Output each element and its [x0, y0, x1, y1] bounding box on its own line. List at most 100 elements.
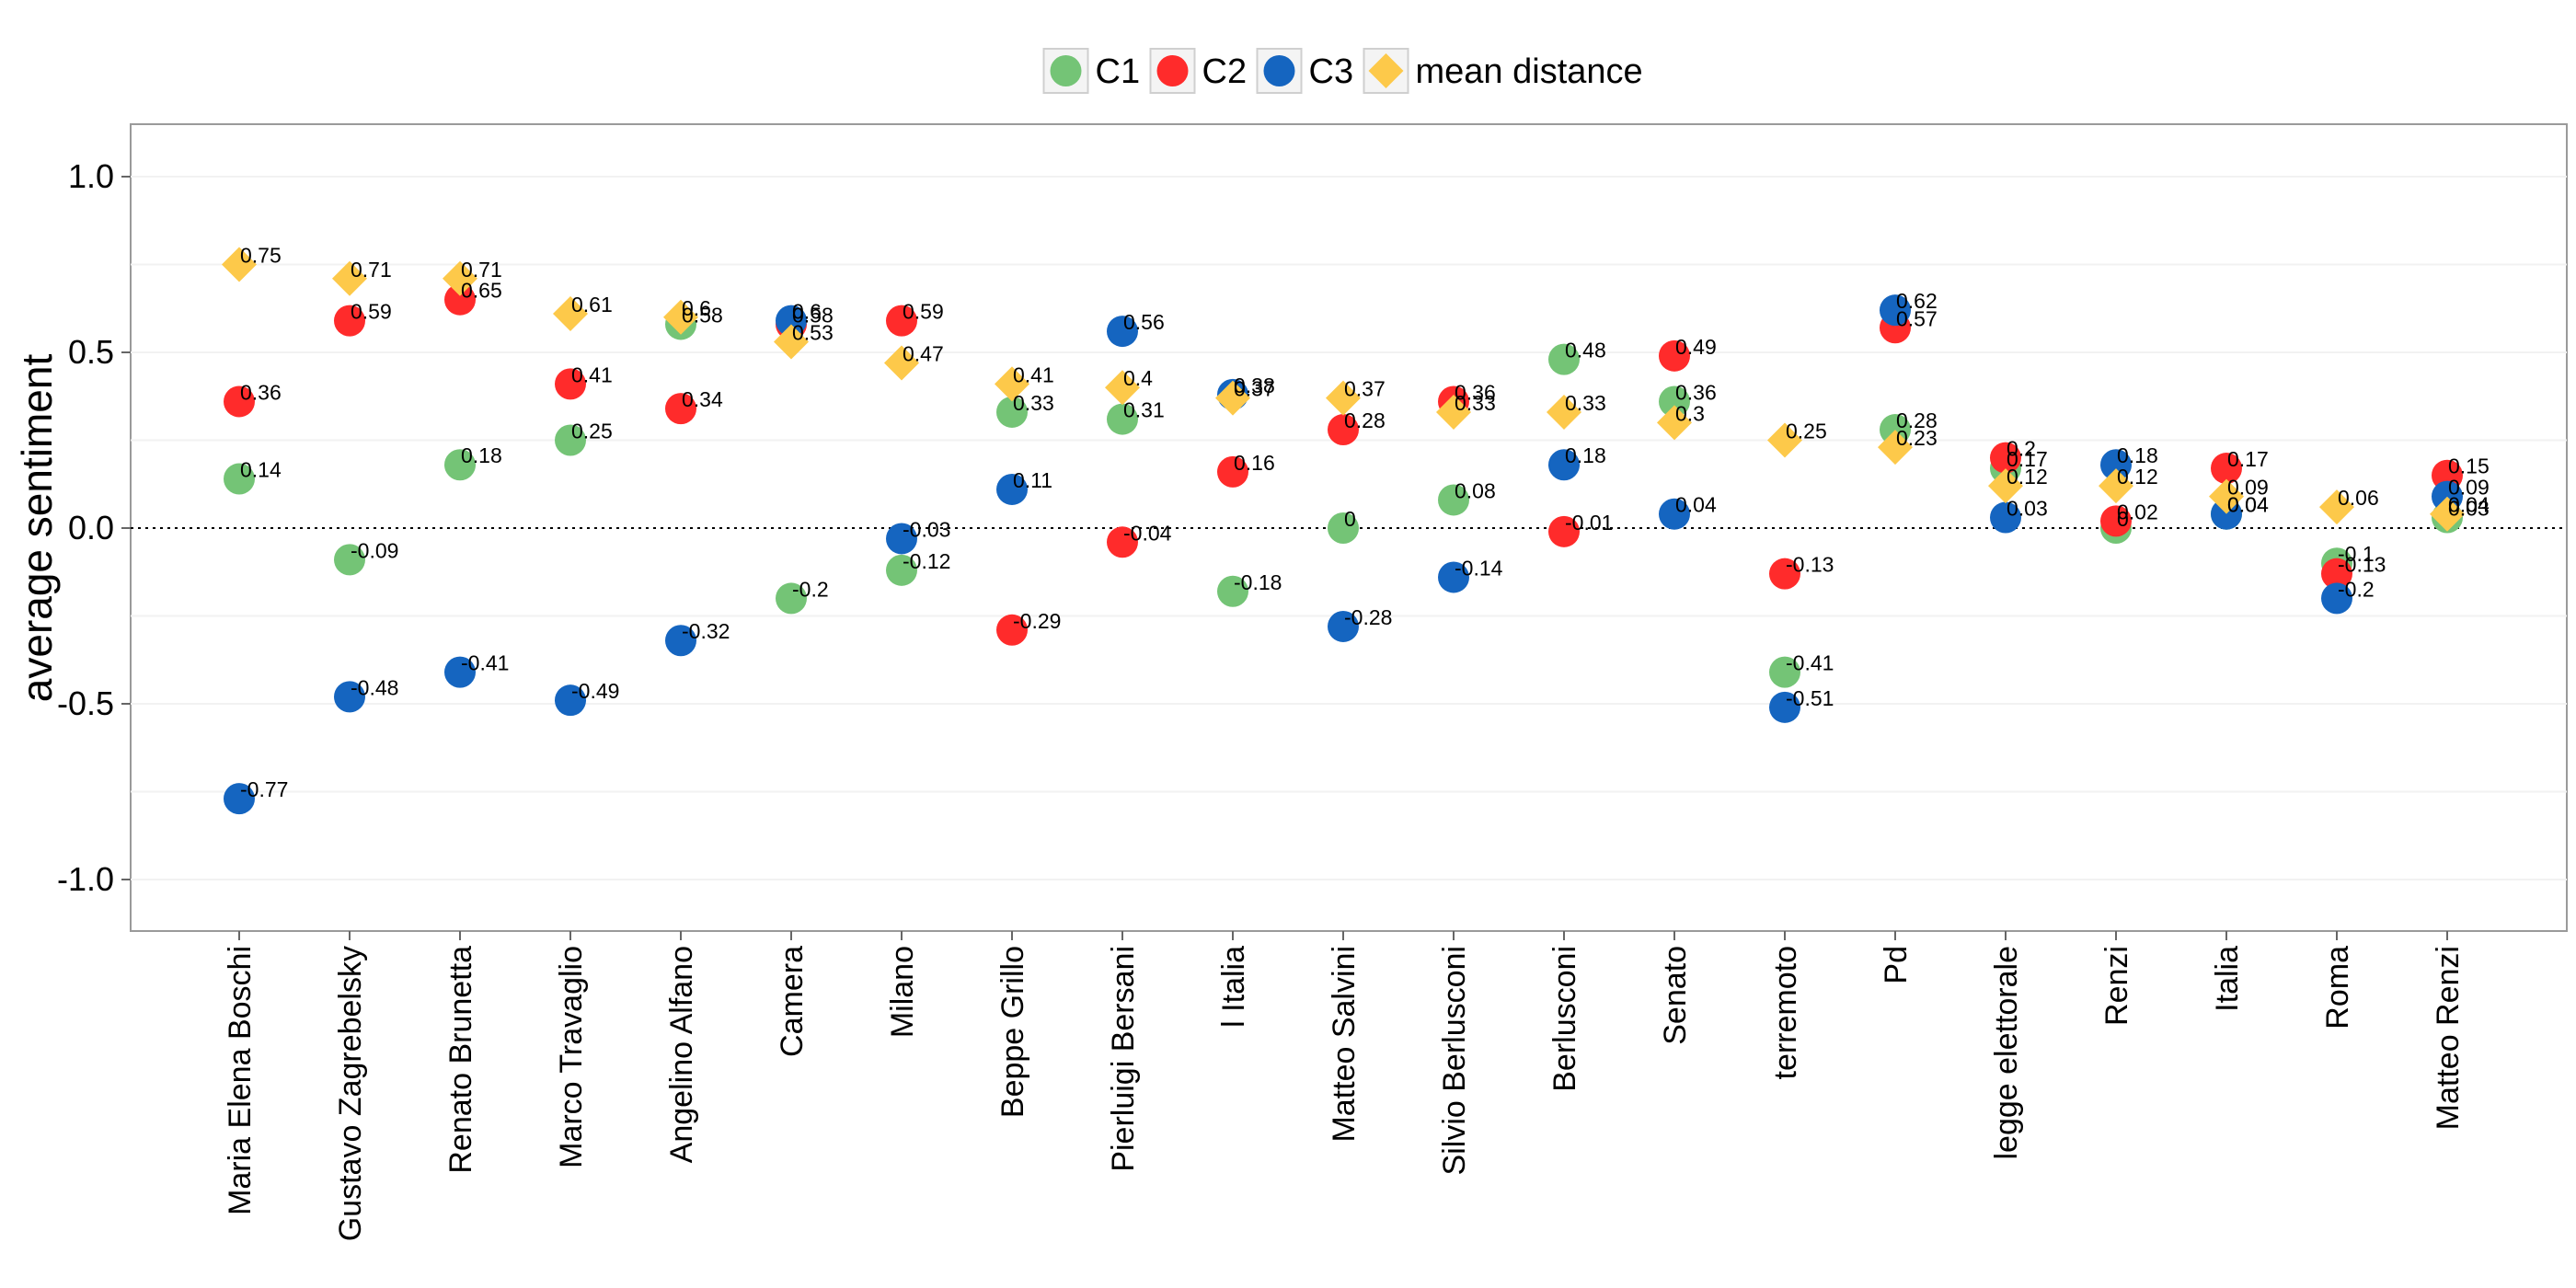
- point-c1: [1217, 575, 1248, 607]
- data-label-c3: -0.28: [1344, 605, 1392, 629]
- data-label-c3: -0.51: [1786, 686, 1834, 710]
- legend-swatch-mean-distance: [1368, 53, 1404, 88]
- data-label-c1: 0.31: [1123, 398, 1165, 422]
- data-label-c2: 0.28: [1344, 408, 1386, 432]
- data-label-c1: -0.41: [1786, 651, 1834, 675]
- point-c2: [2321, 558, 2352, 590]
- point-c2: [1769, 558, 1800, 590]
- y-axis: 1.0 0.5 0.0 -0.5 -1.0: [57, 157, 131, 898]
- point-c2: [2100, 505, 2132, 537]
- data-label-c3: -0.2: [2338, 577, 2375, 601]
- data-labels: 0.14 -0.09 0.18 0.25 0.58 -0.2 -0.12 0.33 0.31 -0…: [240, 244, 2490, 802]
- data-label-mean-distance: 0.06: [2338, 486, 2379, 510]
- legend-label-c3: C3: [1309, 52, 1354, 91]
- point-c2: [1217, 455, 1248, 488]
- point-c1: [224, 463, 255, 495]
- point-c1: [1769, 656, 1800, 688]
- data-label-c2: 0.59: [351, 300, 392, 324]
- point-c2: [334, 305, 365, 337]
- data-label-mean-distance: 0.47: [903, 341, 944, 365]
- legend: C1 C2 C3 mean distance: [1042, 48, 1643, 94]
- data-label-c3: 0.62: [1896, 289, 1938, 313]
- point-mean-distance: [1657, 405, 1692, 441]
- y-axis-label: average sentiment: [13, 354, 61, 703]
- point-c3: [1107, 316, 1138, 348]
- x-tick-label: Angelino Alfano: [664, 946, 699, 1163]
- x-tick-label: Gustavo Zagrebelsky: [333, 946, 368, 1241]
- point-c3: [776, 305, 807, 337]
- legend-label-mean-distance: mean distance: [1416, 52, 1643, 91]
- point-c3: [1990, 501, 2021, 534]
- y-tick-label: -0.5: [57, 684, 114, 722]
- x-tick-label: Matteo Renzi: [2431, 946, 2466, 1130]
- point-mean-distance: [2430, 496, 2465, 532]
- data-label-c1: -0.18: [1234, 570, 1282, 594]
- point-c2: [444, 283, 476, 316]
- point-mean-distance: [884, 345, 919, 381]
- data-label-c2: -0.13: [2338, 553, 2386, 577]
- point-c2: [1990, 442, 2021, 474]
- data-label-mean-distance: 0.33: [1455, 391, 1496, 415]
- data-label-c2: 0.17: [2227, 447, 2269, 471]
- y-tick-label: 0.5: [68, 333, 114, 371]
- data-label-mean-distance: 0.25: [1786, 420, 1827, 443]
- point-c3: [2211, 498, 2242, 530]
- data-label-c2: 0.57: [1896, 306, 1938, 330]
- data-label-c2: 0.36: [1455, 380, 1496, 404]
- point-mean-distance: [995, 366, 1029, 402]
- data-label-c1: -0.2: [792, 577, 829, 601]
- point-c1: [886, 554, 917, 586]
- point-c1: [1107, 403, 1138, 435]
- point-c1: [1880, 414, 1911, 446]
- point-mean-distance: [1105, 370, 1140, 406]
- data-points: [222, 247, 2465, 815]
- x-tick-label: Camera: [775, 946, 810, 1057]
- data-label-c1: 0.03: [2448, 497, 2490, 521]
- point-mean-distance: [332, 260, 367, 296]
- point-c1: [1548, 343, 1580, 375]
- data-label-c2: 0.65: [461, 279, 502, 303]
- point-c2: [996, 614, 1028, 646]
- data-label-mean-distance: 0.41: [1013, 362, 1054, 386]
- point-mean-distance: [2209, 478, 2244, 514]
- data-label-c1: -0.1: [2338, 542, 2375, 566]
- data-label-c2: 0.16: [1234, 451, 1275, 475]
- point-c1: [1438, 484, 1469, 516]
- data-label-c2: 0.34: [682, 387, 723, 411]
- data-label-mean-distance: 0.53: [792, 321, 834, 345]
- data-label-c3: -0.03: [903, 517, 950, 541]
- data-label-c1: 0.25: [571, 420, 613, 443]
- x-tick-label: Silvio Berlusconi: [1437, 946, 1472, 1175]
- data-label-c1: 0.14: [240, 458, 282, 482]
- x-tick-label: Milano: [885, 946, 920, 1038]
- data-label-mean-distance: 0.37: [1234, 377, 1275, 401]
- point-c1: [776, 582, 807, 615]
- point-c3: [886, 523, 917, 555]
- data-label-mean-distance: 0.71: [461, 258, 502, 282]
- data-label-c3: 0.6: [792, 300, 822, 324]
- point-c3: [2100, 449, 2132, 481]
- point-c3: [665, 625, 696, 657]
- data-label-c1: 0.48: [1565, 339, 1606, 362]
- data-label-c2: 0.41: [571, 362, 613, 386]
- y-tick-label: 1.0: [68, 157, 114, 195]
- data-label-c3: 0.04: [2227, 493, 2269, 517]
- point-mean-distance: [663, 299, 698, 335]
- point-c3: [334, 681, 365, 713]
- data-label-c2: 0.58: [792, 303, 834, 327]
- data-label-mean-distance: 0.75: [240, 244, 282, 268]
- point-c3: [2321, 582, 2352, 615]
- x-tick-label: Renzi: [2099, 946, 2134, 1026]
- point-c3: [1438, 561, 1469, 593]
- data-label-c1: 0.36: [1675, 380, 1717, 404]
- data-label-c3: 0.18: [2117, 443, 2158, 467]
- legend-swatch-c2: [1156, 55, 1189, 86]
- point-c3: [555, 684, 586, 717]
- data-label-c3: -0.14: [1455, 556, 1503, 580]
- point-mean-distance: [1215, 380, 1250, 416]
- x-tick-label: Matteo Salvini: [1327, 946, 1362, 1143]
- data-label-mean-distance: 0.12: [2117, 465, 2158, 489]
- data-label-c2: 0.02: [2117, 500, 2158, 523]
- x-tick-label: Marco Travaglio: [554, 946, 589, 1168]
